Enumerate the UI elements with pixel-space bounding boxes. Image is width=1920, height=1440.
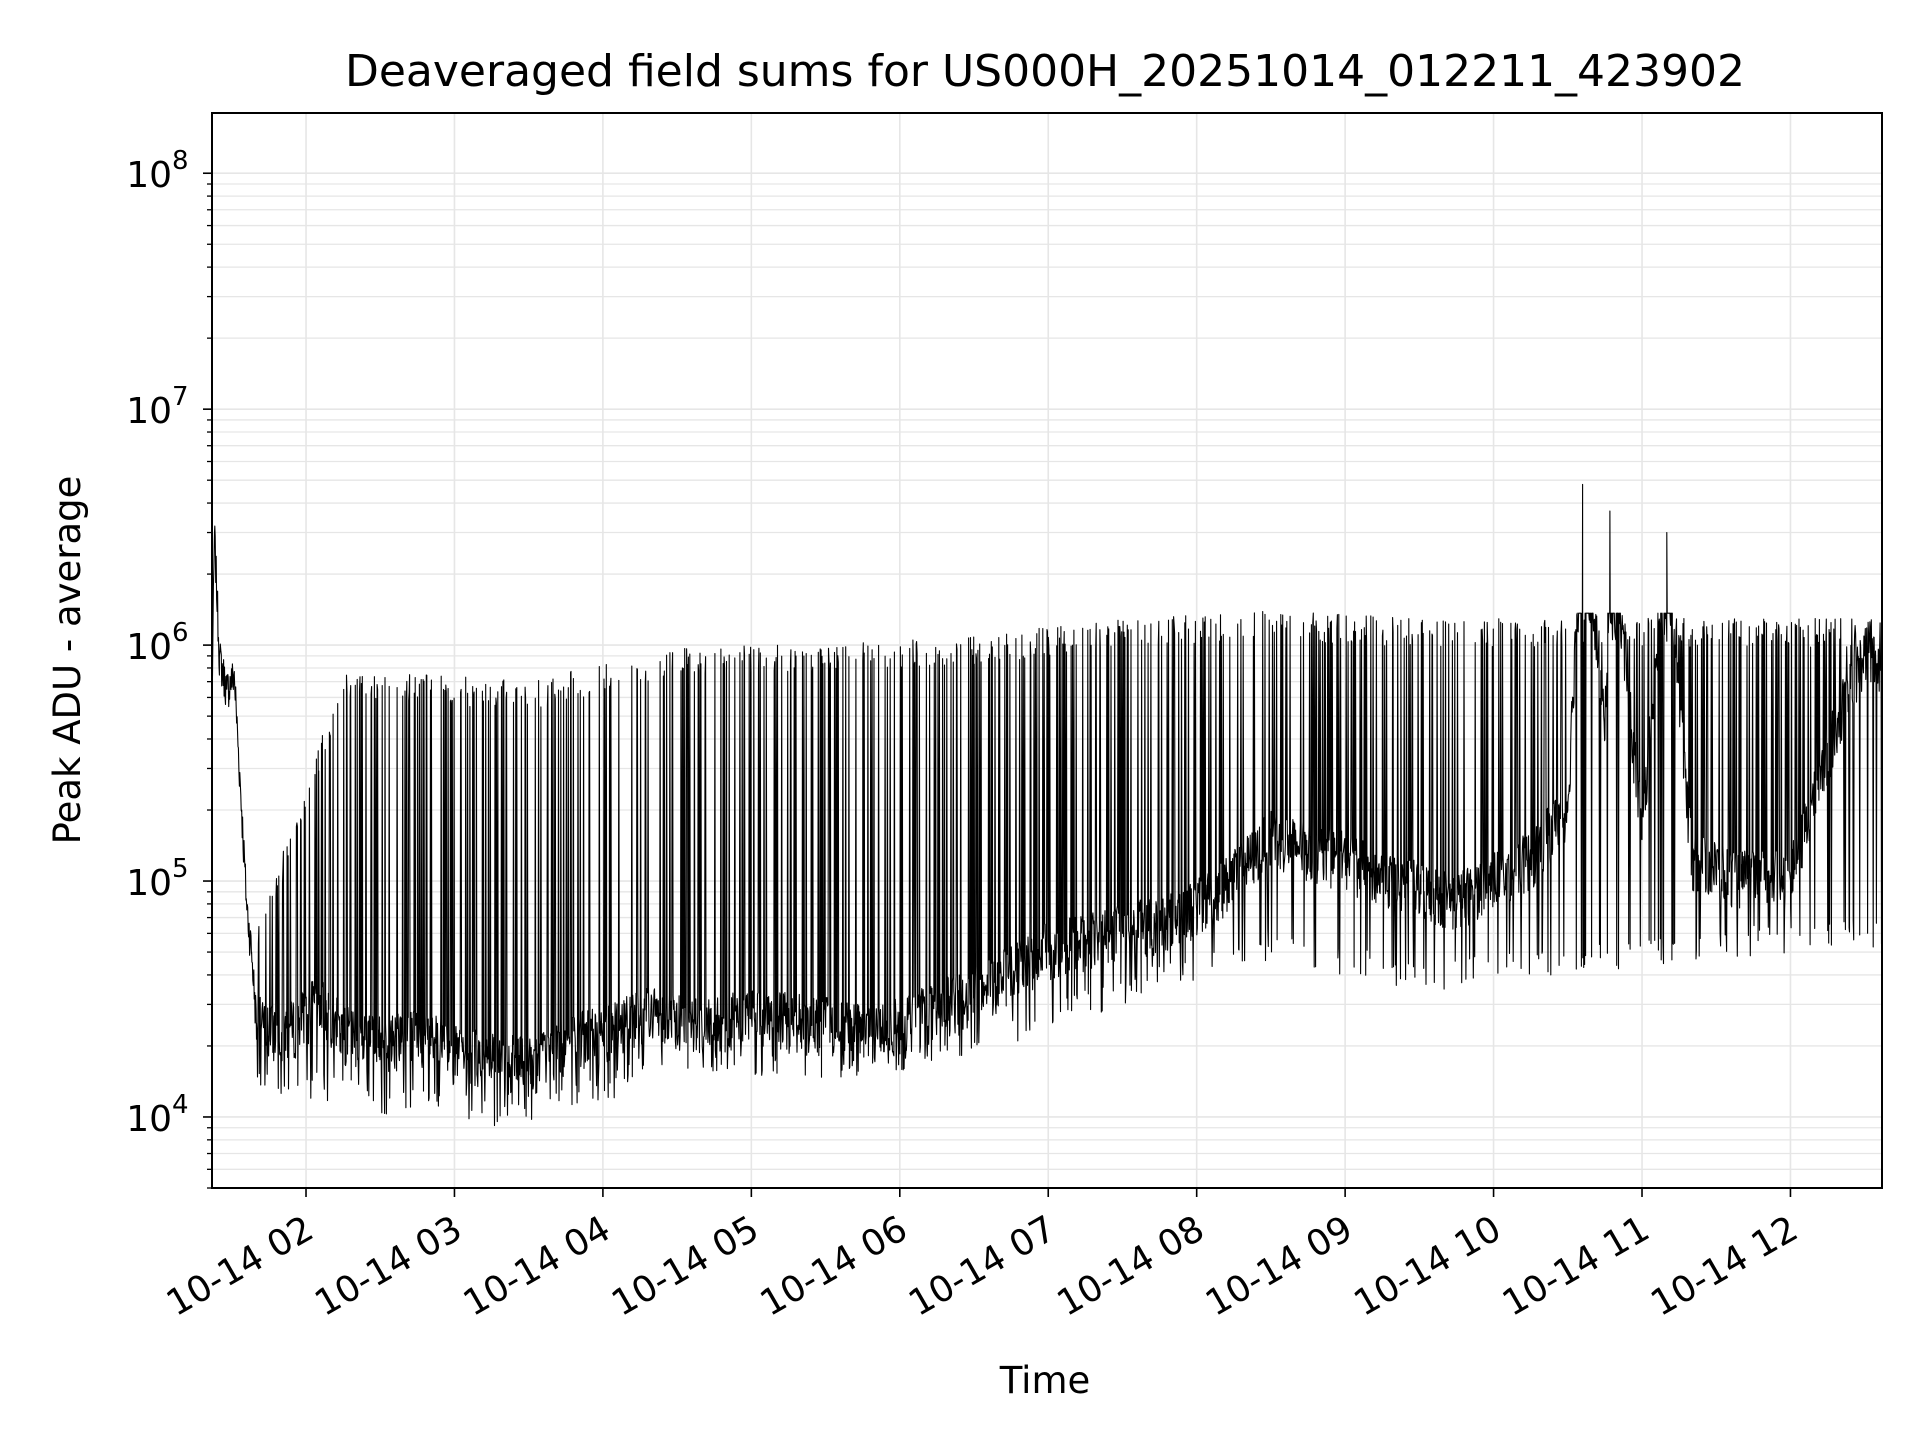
y-tick-exponent: 5 xyxy=(172,854,189,884)
y-tick-exponent: 8 xyxy=(172,146,189,176)
y-tick-label: 10 xyxy=(126,627,172,668)
chart-title: Deaveraged field sums for US000H_2025101… xyxy=(345,46,1745,97)
y-tick-label: 10 xyxy=(126,863,172,904)
y-tick-label: 10 xyxy=(126,155,172,196)
y-tick-exponent: 7 xyxy=(172,382,189,412)
y-tick-exponent: 4 xyxy=(172,1090,189,1120)
y-tick-label: 10 xyxy=(126,1099,172,1140)
y-tick-exponent: 6 xyxy=(172,618,189,648)
y-tick-label: 10 xyxy=(126,391,172,432)
series-layer xyxy=(211,483,1883,1127)
plot-frame xyxy=(211,112,1883,1189)
y-axis-label: Peak ADU - average xyxy=(46,476,89,845)
series-line xyxy=(211,483,1883,1127)
x-axis-label: Time xyxy=(999,1359,1091,1402)
